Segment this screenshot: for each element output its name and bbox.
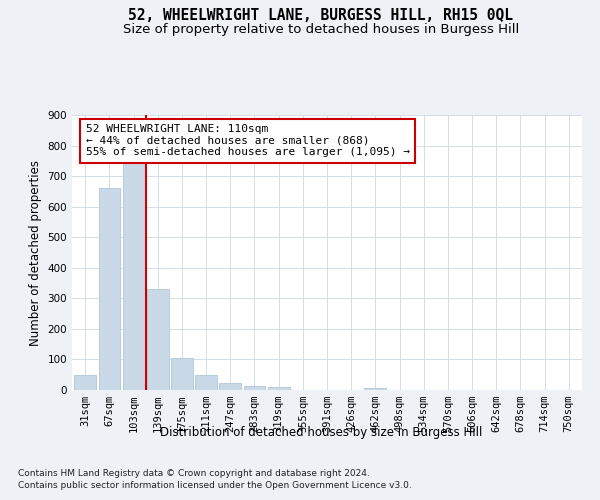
Bar	[147, 289, 169, 390]
Text: 52 WHEELWRIGHT LANE: 110sqm
← 44% of detached houses are smaller (868)
55% of se: 52 WHEELWRIGHT LANE: 110sqm ← 44% of det…	[86, 124, 410, 158]
Bar	[220, 384, 241, 390]
Text: 52, WHEELWRIGHT LANE, BURGESS HILL, RH15 0QL: 52, WHEELWRIGHT LANE, BURGESS HILL, RH15…	[128, 8, 514, 22]
Text: Distribution of detached houses by size in Burgess Hill: Distribution of detached houses by size …	[160, 426, 482, 439]
Bar	[74, 376, 96, 390]
Text: Size of property relative to detached houses in Burgess Hill: Size of property relative to detached ho…	[123, 22, 519, 36]
Bar	[123, 161, 145, 390]
Bar	[171, 358, 193, 390]
Bar	[244, 386, 265, 390]
Bar	[268, 387, 290, 390]
Bar	[195, 376, 217, 390]
Text: Contains public sector information licensed under the Open Government Licence v3: Contains public sector information licen…	[18, 480, 412, 490]
Bar	[98, 188, 121, 390]
Text: Contains HM Land Registry data © Crown copyright and database right 2024.: Contains HM Land Registry data © Crown c…	[18, 470, 370, 478]
Bar	[364, 388, 386, 390]
Y-axis label: Number of detached properties: Number of detached properties	[29, 160, 42, 346]
